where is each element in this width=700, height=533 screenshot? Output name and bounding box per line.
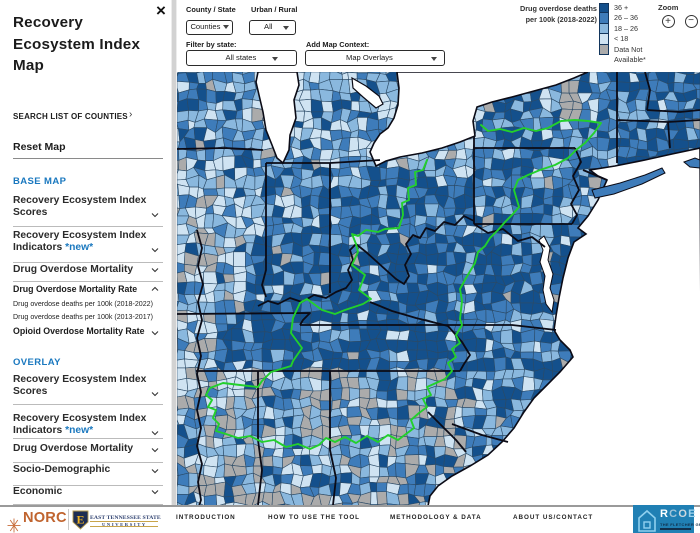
svg-text:E: E (76, 513, 84, 527)
